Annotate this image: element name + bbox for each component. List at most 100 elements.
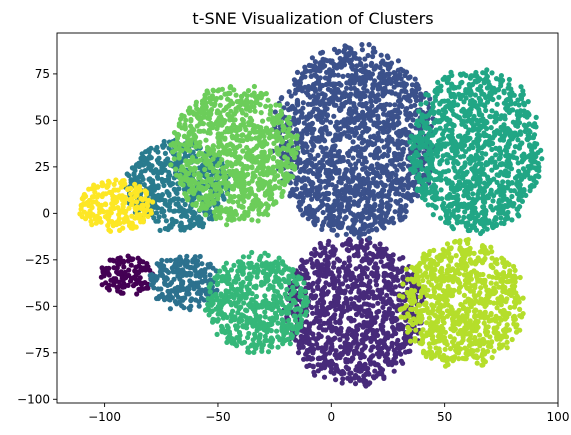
scatter-point bbox=[515, 160, 521, 166]
scatter-point bbox=[373, 261, 379, 267]
scatter-point bbox=[481, 91, 487, 98]
scatter-point bbox=[335, 188, 342, 195]
scatter-point bbox=[115, 256, 121, 262]
scatter-point bbox=[306, 168, 312, 174]
scatter-point bbox=[437, 159, 443, 165]
scatter-point bbox=[438, 146, 444, 152]
scatter-point bbox=[359, 47, 365, 53]
scatter-point bbox=[310, 180, 316, 187]
scatter-point bbox=[331, 81, 337, 87]
scatter-point bbox=[368, 347, 374, 353]
scatter-point bbox=[535, 150, 541, 156]
scatter-point bbox=[395, 107, 401, 113]
scatter-point bbox=[418, 101, 424, 107]
scatter-point bbox=[347, 203, 353, 209]
scatter-point bbox=[338, 180, 344, 186]
scatter-point bbox=[506, 109, 512, 116]
scatter-point bbox=[457, 168, 463, 174]
scatter-point bbox=[390, 170, 396, 176]
scatter-point bbox=[346, 315, 352, 321]
scatter-point bbox=[459, 79, 465, 85]
scatter-point bbox=[127, 255, 133, 261]
scatter-point bbox=[333, 377, 339, 383]
scatter-point bbox=[398, 163, 404, 170]
scatter-point bbox=[358, 304, 364, 310]
scatter-point bbox=[470, 126, 476, 132]
scatter-point bbox=[315, 345, 321, 351]
scatter-point bbox=[299, 75, 305, 81]
scatter-point bbox=[368, 271, 375, 277]
scatter-point bbox=[359, 140, 365, 146]
scatter-point bbox=[354, 63, 360, 69]
scatter-point bbox=[384, 204, 390, 210]
scatter-point bbox=[139, 174, 145, 180]
scatter-point bbox=[368, 91, 374, 97]
scatter-point bbox=[308, 113, 314, 119]
scatter-point bbox=[385, 346, 391, 352]
scatter-point bbox=[356, 362, 362, 368]
scatter-point bbox=[313, 315, 319, 321]
scatter-point bbox=[378, 259, 384, 265]
scatter-point bbox=[311, 93, 317, 99]
scatter-point bbox=[458, 72, 464, 78]
scatter-point bbox=[366, 42, 372, 48]
scatter-point bbox=[418, 93, 424, 99]
scatter-point bbox=[317, 312, 323, 318]
scatter-point bbox=[352, 184, 359, 190]
scatter-point bbox=[388, 60, 395, 66]
scatter-point bbox=[259, 348, 265, 354]
scatter-point bbox=[400, 192, 406, 198]
scatter-point bbox=[327, 157, 333, 163]
scatter-point bbox=[393, 180, 400, 186]
scatter-point bbox=[293, 181, 299, 187]
scatter-point bbox=[408, 122, 414, 128]
scatter-point bbox=[515, 112, 521, 118]
scatter-point bbox=[405, 176, 411, 182]
scatter-point bbox=[472, 224, 478, 230]
scatter-point bbox=[480, 166, 486, 172]
scatter-point bbox=[499, 183, 505, 189]
scatter-point bbox=[361, 270, 367, 276]
scatter-point bbox=[396, 326, 402, 332]
scatter-point bbox=[464, 179, 470, 185]
scatter-point bbox=[320, 146, 326, 152]
scatter-point bbox=[337, 337, 343, 343]
scatter-point bbox=[413, 94, 419, 100]
scatter-point bbox=[448, 105, 454, 111]
scatter-point bbox=[344, 297, 350, 303]
scatter-point bbox=[348, 91, 354, 97]
scatter-point bbox=[438, 215, 444, 221]
scatter-point bbox=[498, 220, 504, 226]
scatter-point bbox=[302, 64, 308, 70]
scatter-point bbox=[363, 63, 369, 69]
scatter-point bbox=[348, 276, 354, 283]
scatter-point bbox=[303, 126, 309, 132]
scatter-point bbox=[523, 192, 529, 198]
scatter-point bbox=[342, 288, 348, 294]
scatter-point bbox=[380, 224, 386, 230]
scatter-point bbox=[388, 78, 394, 84]
scatter-point bbox=[322, 75, 328, 81]
scatter-point bbox=[501, 189, 507, 195]
scatter-point bbox=[172, 299, 178, 305]
scatter-point bbox=[324, 202, 330, 208]
scatter-point bbox=[455, 160, 461, 167]
scatter-point bbox=[377, 241, 383, 247]
scatter-point bbox=[440, 107, 446, 113]
scatter-point bbox=[161, 182, 167, 189]
scatter-point bbox=[327, 119, 334, 125]
scatter-point bbox=[337, 281, 344, 287]
scatter-point bbox=[398, 82, 404, 88]
scatter-point bbox=[380, 93, 386, 99]
scatter-point bbox=[500, 179, 506, 185]
scatter-point bbox=[427, 147, 433, 153]
scatter-point bbox=[287, 341, 293, 347]
scatter-point bbox=[361, 319, 367, 325]
scatter-point bbox=[294, 69, 301, 75]
scatter-point bbox=[342, 100, 348, 106]
scatter-point bbox=[364, 335, 370, 341]
scatter-point bbox=[386, 286, 392, 293]
scatter-point bbox=[155, 286, 161, 292]
scatter-point bbox=[374, 295, 380, 301]
scatter-point bbox=[129, 165, 135, 171]
